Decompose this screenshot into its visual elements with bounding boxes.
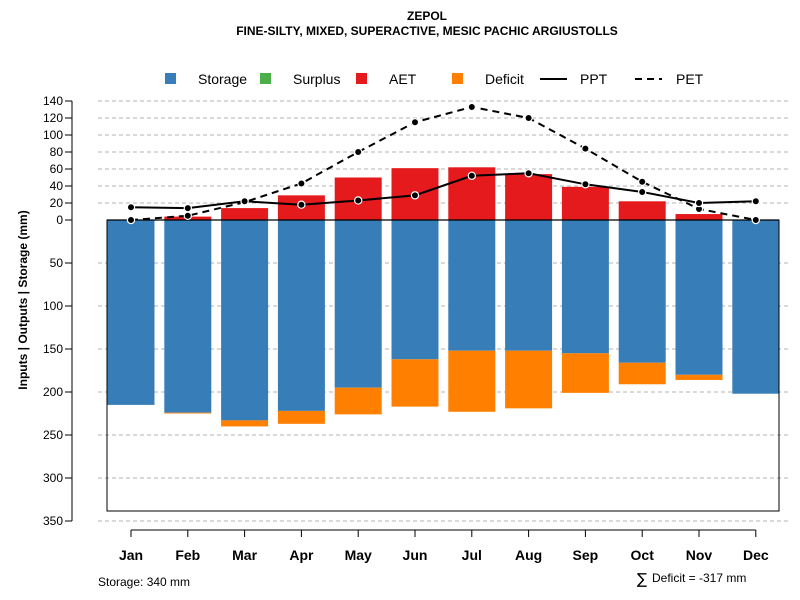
deficit-bar [505, 350, 553, 409]
sum-symbol: ∑ [637, 570, 647, 588]
ppt-line [130, 172, 756, 210]
storage-bar [448, 220, 496, 351]
y-tick-label: 40 [50, 179, 64, 193]
deficit-bar [448, 350, 496, 412]
ppt-point [240, 197, 249, 206]
x-tick-label-jan: Jan [119, 547, 143, 563]
x-tick-label-sep: Sep [573, 547, 599, 563]
x-tick-label-nov: Nov [686, 547, 713, 563]
ppt-point [638, 187, 647, 197]
x-tick-label-jul: Jul [462, 547, 482, 563]
x-tick-label-apr: Apr [289, 547, 314, 563]
storage-bar [334, 220, 382, 388]
ppt-point [581, 180, 590, 189]
y-tick-label: 60 [50, 162, 64, 176]
ppt-point [694, 198, 704, 208]
deficit-bar [221, 420, 269, 427]
y-tick-label: 80 [50, 145, 64, 159]
y-tick-label: 140 [43, 94, 63, 108]
pet-point [524, 113, 533, 123]
legend-swatch-deficit [452, 73, 463, 84]
y-tick-label: 250 [43, 428, 63, 442]
chart-subtitle: FINE-SILTY, MIXED, SUPERACTIVE, MESIC PA… [236, 24, 618, 38]
ppt-point [467, 171, 476, 180]
aet-bar [221, 208, 269, 220]
ppt-point [126, 203, 136, 212]
legend-label-deficit: Deficit [485, 71, 524, 87]
x-tick-label-mar: Mar [232, 547, 257, 563]
aet-bar [561, 186, 609, 220]
y-axis-label: Inputs | Outputs | Storage (mm) [16, 210, 30, 389]
pet-point [126, 215, 136, 225]
deficit-bar [164, 412, 212, 414]
legend-label-storage: Storage [198, 71, 247, 87]
ppt-point [410, 191, 420, 200]
y-tick-label: 100 [43, 299, 63, 313]
legend-swatch-aet [356, 73, 367, 84]
deficit-bar [561, 353, 609, 393]
legend: Storage Surplus AET Deficit PPT PET [165, 71, 704, 87]
deficit-bar [675, 374, 723, 380]
y-tick-label: 200 [43, 385, 63, 399]
x-tick-label-jun: Jun [403, 547, 428, 563]
pet-point [410, 118, 420, 127]
storage-bar [732, 220, 780, 394]
chart-title: ZEPOL [407, 9, 447, 23]
legend-label-surplus: Surplus [293, 71, 340, 87]
lines [126, 102, 761, 225]
x-tick-label-feb: Feb [175, 547, 200, 563]
pet-point [467, 102, 476, 112]
storage-bar [164, 220, 212, 413]
legend-swatch-storage [165, 73, 176, 84]
x-tick-label-oct: Oct [631, 547, 655, 563]
legend-swatch-surplus [260, 73, 271, 84]
ppt-point [524, 169, 533, 178]
storage-footer: Storage: 340 mm [98, 575, 190, 589]
storage-bar [561, 220, 609, 354]
ppt-point [354, 196, 363, 205]
storage-bar [505, 220, 553, 351]
ppt-point [183, 203, 192, 213]
pet-point [751, 215, 761, 225]
legend-label-aet: AET [389, 71, 417, 87]
deficit-bar [391, 359, 439, 407]
legend-label-pet: PET [676, 71, 704, 87]
x-tick-label-dec: Dec [743, 547, 769, 563]
aet-bar [675, 214, 723, 220]
pet-point [183, 211, 192, 220]
deficit-bar [334, 387, 382, 415]
pet-point [354, 147, 363, 157]
storage-bar [107, 220, 155, 405]
legend-label-ppt: PPT [580, 71, 608, 87]
y-tick-label: 350 [43, 514, 63, 528]
deficit-bar [618, 362, 666, 385]
aet-bar [618, 201, 666, 220]
ppt-point [751, 197, 761, 206]
storage-bar [618, 220, 666, 363]
y-tick-label: 300 [43, 471, 63, 485]
x-tick-label-may: May [345, 547, 372, 563]
ppt-point [297, 200, 306, 209]
storage-bar [391, 220, 439, 360]
pet-point [297, 179, 306, 188]
y-tick-label: 50 [50, 256, 64, 270]
x-tick-label-aug: Aug [515, 547, 542, 563]
storage-bar [277, 220, 325, 411]
deficit-bar [277, 410, 325, 424]
y-tick-label: 120 [43, 111, 63, 125]
y-tick-label: 20 [50, 196, 64, 210]
storage-bar [221, 220, 269, 421]
axes: 14012010080604020050100150200250300350Ja… [43, 94, 769, 563]
pet-point [638, 177, 647, 186]
pet-point [581, 144, 590, 153]
y-tick-label: 100 [43, 128, 63, 142]
y-tick-label: 150 [43, 342, 63, 356]
bars [107, 167, 780, 427]
aet-bar [505, 174, 553, 220]
y-tick-label: 0 [56, 213, 63, 227]
storage-bar [675, 220, 723, 375]
deficit-footer: Deficit = -317 mm [652, 571, 746, 585]
